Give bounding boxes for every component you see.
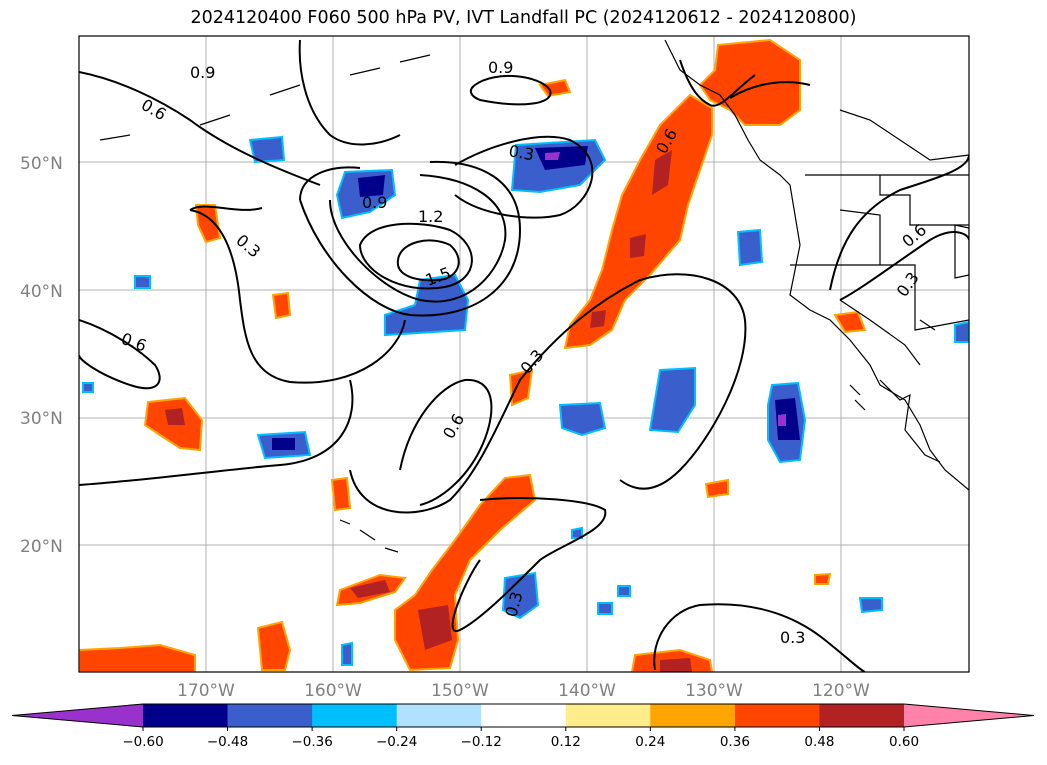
colorbar-tick-label: 0.48 bbox=[804, 734, 834, 750]
coastlines bbox=[99, 39, 969, 553]
lat-label-20n: 20°N bbox=[20, 537, 63, 557]
contour-label: 0.3 bbox=[780, 628, 805, 647]
longitude-labels: 170°W 160°W 150°W 140°W 130°W 120°W bbox=[177, 681, 870, 701]
colorbar-segment bbox=[481, 704, 567, 727]
lat-label-30n: 30°N bbox=[20, 409, 63, 429]
colorbar-extend-min bbox=[12, 704, 143, 727]
colorbar-segment bbox=[227, 704, 313, 727]
lat-label-50n: 50°N bbox=[20, 154, 63, 174]
positive-anomaly-ar bbox=[563, 93, 713, 350]
colorbar-tick-label: −0.12 bbox=[461, 734, 502, 750]
colorbar-segment bbox=[650, 704, 736, 727]
filled-contours bbox=[79, 38, 969, 672]
lon-label-140w: 140°W bbox=[558, 681, 616, 701]
lon-label-160w: 160°W bbox=[304, 681, 362, 701]
contour-label: 0.3 bbox=[507, 141, 535, 164]
lon-label-130w: 130°W bbox=[685, 681, 743, 701]
lon-label-150w: 150°W bbox=[431, 681, 489, 701]
colorbar-tick-label: −0.48 bbox=[207, 734, 248, 750]
colorbar-tick-label: 0.60 bbox=[889, 734, 919, 750]
colorbar-tick-label: 0.24 bbox=[635, 734, 665, 750]
colorbar-tick-label: 0.12 bbox=[551, 734, 581, 750]
colorbar-segment bbox=[734, 704, 820, 727]
colorbar-extend-max bbox=[904, 704, 1034, 727]
colorbar: −0.60 −0.48 −0.36 −0.24 −0.12 0.12 0.24 0.36 0.4… bbox=[11, 703, 1035, 750]
contour-label: 0.9 bbox=[190, 63, 215, 82]
colorbar-segment bbox=[819, 704, 905, 727]
map-border bbox=[78, 35, 970, 673]
colorbar-segment bbox=[143, 704, 229, 727]
positive-anomaly-coast bbox=[698, 38, 801, 126]
colorbar-segment bbox=[565, 704, 651, 727]
lon-label-170w: 170°W bbox=[177, 681, 235, 701]
colorbar-tick-label: 0.36 bbox=[720, 734, 750, 750]
map-title: 2024120400 F060 500 hPa PV, IVT Landfall… bbox=[190, 8, 857, 28]
colorbar-tick-label: −0.60 bbox=[122, 734, 163, 750]
contour-label: 0.9 bbox=[488, 58, 513, 77]
negative-anomaly-c bbox=[384, 273, 470, 337]
pv-contours bbox=[79, 39, 969, 672]
colorbar-segment bbox=[312, 704, 398, 727]
colorbar-segment bbox=[396, 704, 482, 727]
latitude-labels: 50°N 40°N 30°N 20°N bbox=[20, 154, 63, 557]
colorbar-tick-label: −0.24 bbox=[376, 734, 417, 750]
colorbar-tick-label: −0.36 bbox=[291, 734, 332, 750]
map-frame bbox=[79, 36, 969, 672]
lon-label-120w: 120°W bbox=[812, 681, 870, 701]
contour-label: 1.2 bbox=[418, 207, 443, 226]
lat-label-40n: 40°N bbox=[20, 282, 63, 302]
contour-label: 0.9 bbox=[362, 193, 387, 212]
